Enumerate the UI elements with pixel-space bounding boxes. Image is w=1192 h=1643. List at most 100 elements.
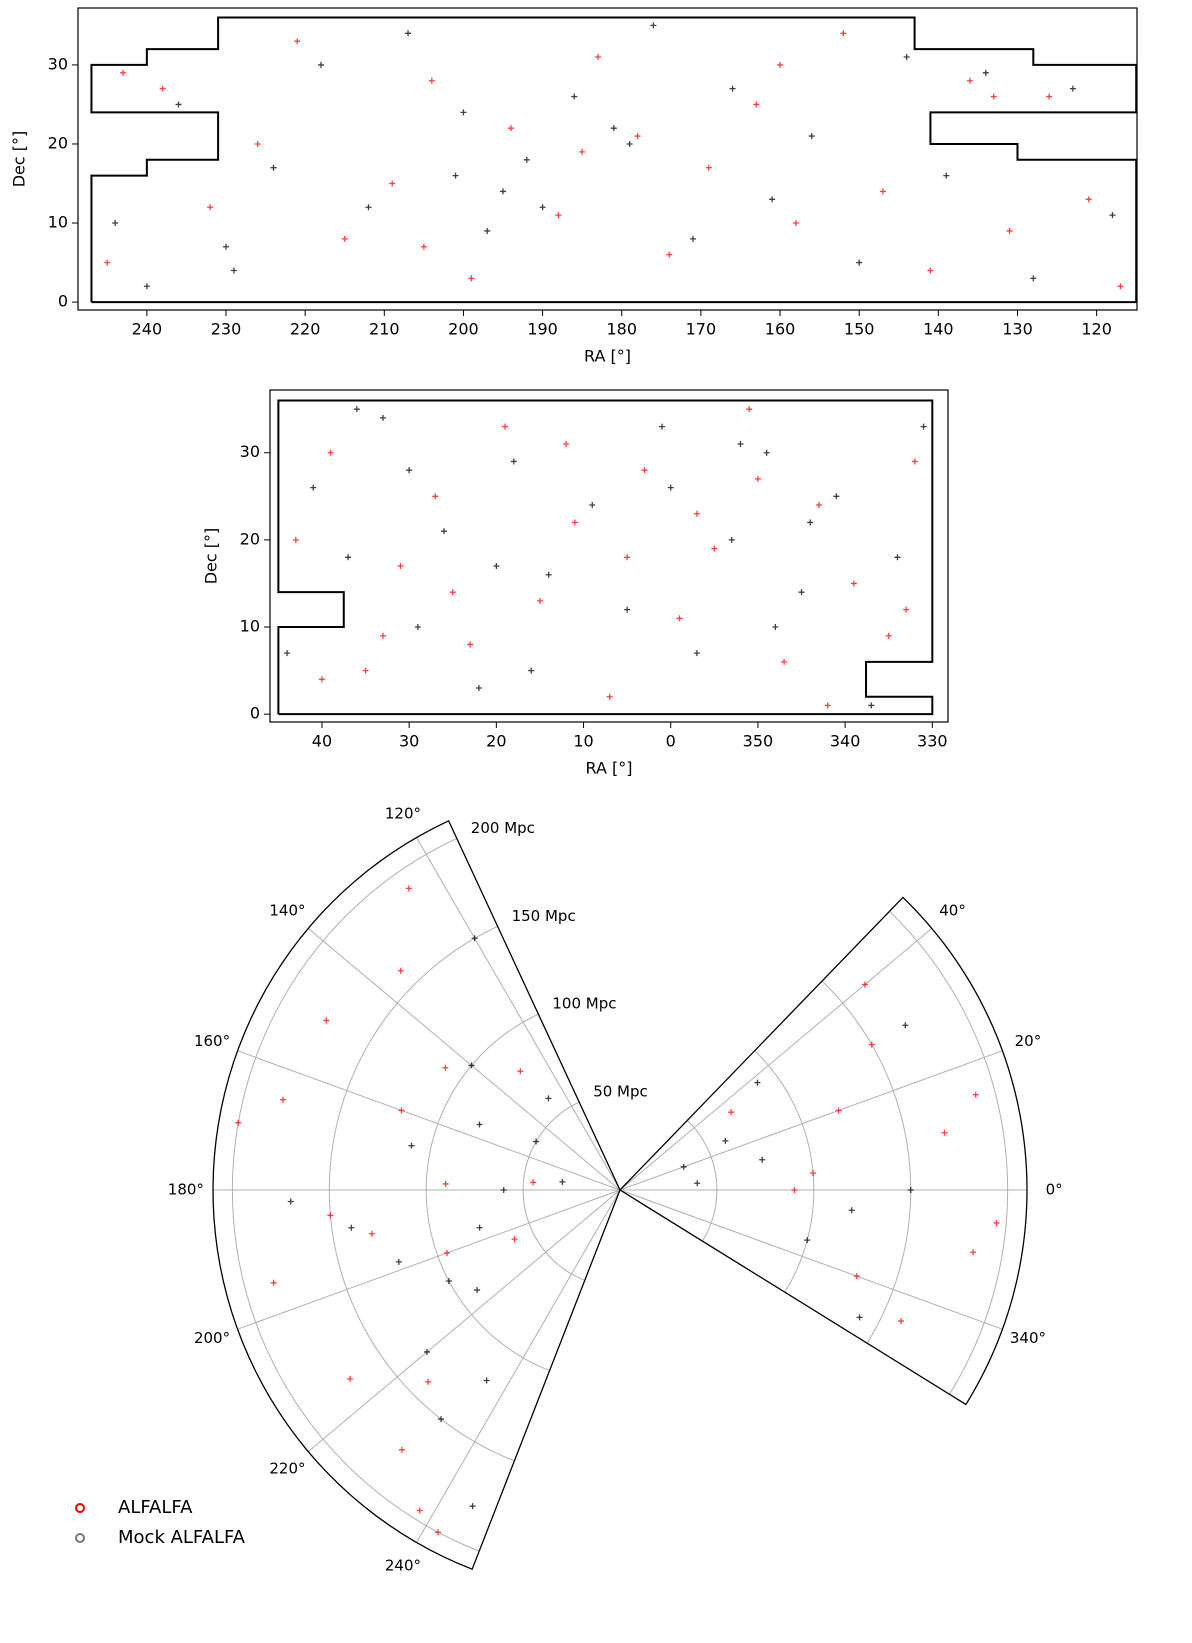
data-point <box>705 164 712 171</box>
data-point <box>452 172 459 179</box>
footprint-outline <box>277 399 934 716</box>
data-point <box>507 125 514 132</box>
data-point <box>634 133 641 140</box>
r-tick-label: 100 Mpc <box>552 995 616 1013</box>
data-point <box>469 1503 476 1510</box>
data-point <box>624 606 631 613</box>
r-grid-arc <box>522 1101 585 1281</box>
data-point <box>423 1348 430 1355</box>
data-point <box>807 519 814 526</box>
data-point <box>966 77 973 84</box>
data-point <box>353 406 360 413</box>
data-point <box>348 1224 355 1231</box>
data-point <box>759 1156 766 1163</box>
data-point <box>368 1230 375 1237</box>
data-point <box>879 188 886 195</box>
data-point <box>903 54 910 61</box>
data-point <box>112 220 119 227</box>
data-point <box>398 1107 405 1114</box>
data-point <box>898 1318 905 1325</box>
axes-frame <box>269 389 949 723</box>
data-point <box>317 61 324 68</box>
data-point <box>941 1129 948 1136</box>
data-point <box>728 536 735 543</box>
data-point <box>270 164 277 171</box>
wedge-outline <box>212 819 621 1571</box>
data-point <box>754 475 761 482</box>
data-point <box>270 1279 277 1286</box>
data-point <box>659 423 666 430</box>
data-point <box>476 1224 483 1231</box>
x-tick-label: 20 <box>486 732 506 751</box>
data-point <box>853 1273 860 1280</box>
data-point <box>406 467 413 474</box>
data-point <box>868 1041 875 1048</box>
data-point <box>911 458 918 465</box>
x-tick-label: 130 <box>1002 320 1033 339</box>
data-point <box>425 1378 432 1385</box>
x-tick-label: 170 <box>686 320 717 339</box>
data-point <box>903 606 910 613</box>
data-point <box>885 632 892 639</box>
data-point <box>606 693 613 700</box>
data-point <box>104 259 111 266</box>
data-point <box>347 1375 354 1382</box>
r-grid-arc <box>425 1013 550 1372</box>
data-point <box>483 1377 490 1384</box>
r-tick-label: 50 Mpc <box>593 1083 648 1101</box>
x-tick-label: 230 <box>211 320 242 339</box>
data-point <box>772 624 779 631</box>
data-point <box>769 196 776 203</box>
data-point <box>641 467 648 474</box>
x-tick-label: 190 <box>527 320 558 339</box>
data-point <box>746 406 753 413</box>
theta-tick-label: 240° <box>385 1556 421 1574</box>
data-point <box>292 536 299 543</box>
data-point <box>555 212 562 219</box>
x-tick-label: 180 <box>606 320 637 339</box>
theta-tick-label: 140° <box>269 901 305 919</box>
data-point <box>235 1119 242 1126</box>
r-grid-arc <box>754 1050 815 1293</box>
theta-grid-line <box>619 928 933 1191</box>
data-point <box>545 571 552 578</box>
y-tick-label: 30 <box>240 442 260 461</box>
data-point <box>294 38 301 45</box>
axes-frame <box>77 7 1138 311</box>
data-point <box>868 702 875 709</box>
y-tick-label: 10 <box>240 617 260 636</box>
data-point <box>972 1091 979 1098</box>
x-axis-label: RA [°] <box>586 759 633 778</box>
theta-tick-label: 340° <box>1010 1329 1046 1347</box>
data-point <box>754 1079 761 1086</box>
theta-tick-label: 200° <box>194 1329 230 1347</box>
data-point <box>533 1138 540 1145</box>
data-point <box>711 545 718 552</box>
data-point <box>510 458 517 465</box>
data-point <box>579 148 586 155</box>
data-point <box>835 1107 842 1114</box>
data-point <box>856 259 863 266</box>
y-tick-label: 20 <box>48 133 68 152</box>
data-point <box>610 125 617 132</box>
data-point <box>230 267 237 274</box>
data-point <box>341 235 348 242</box>
theta-tick-label: 120° <box>385 805 421 823</box>
data-point <box>1030 275 1037 282</box>
data-point <box>1046 93 1053 100</box>
y-tick-label: 10 <box>48 213 68 232</box>
data-point <box>1069 85 1076 92</box>
data-point <box>650 22 657 29</box>
theta-tick-label: 40° <box>939 901 966 919</box>
theta-tick-label: 0° <box>1046 1181 1063 1199</box>
data-point <box>798 589 805 596</box>
data-point <box>471 935 478 942</box>
data-point <box>416 1507 423 1514</box>
data-point <box>840 30 847 37</box>
data-point <box>943 172 950 179</box>
data-point <box>571 519 578 526</box>
data-point <box>284 650 291 657</box>
data-point <box>432 493 439 500</box>
data-point <box>380 632 386 639</box>
